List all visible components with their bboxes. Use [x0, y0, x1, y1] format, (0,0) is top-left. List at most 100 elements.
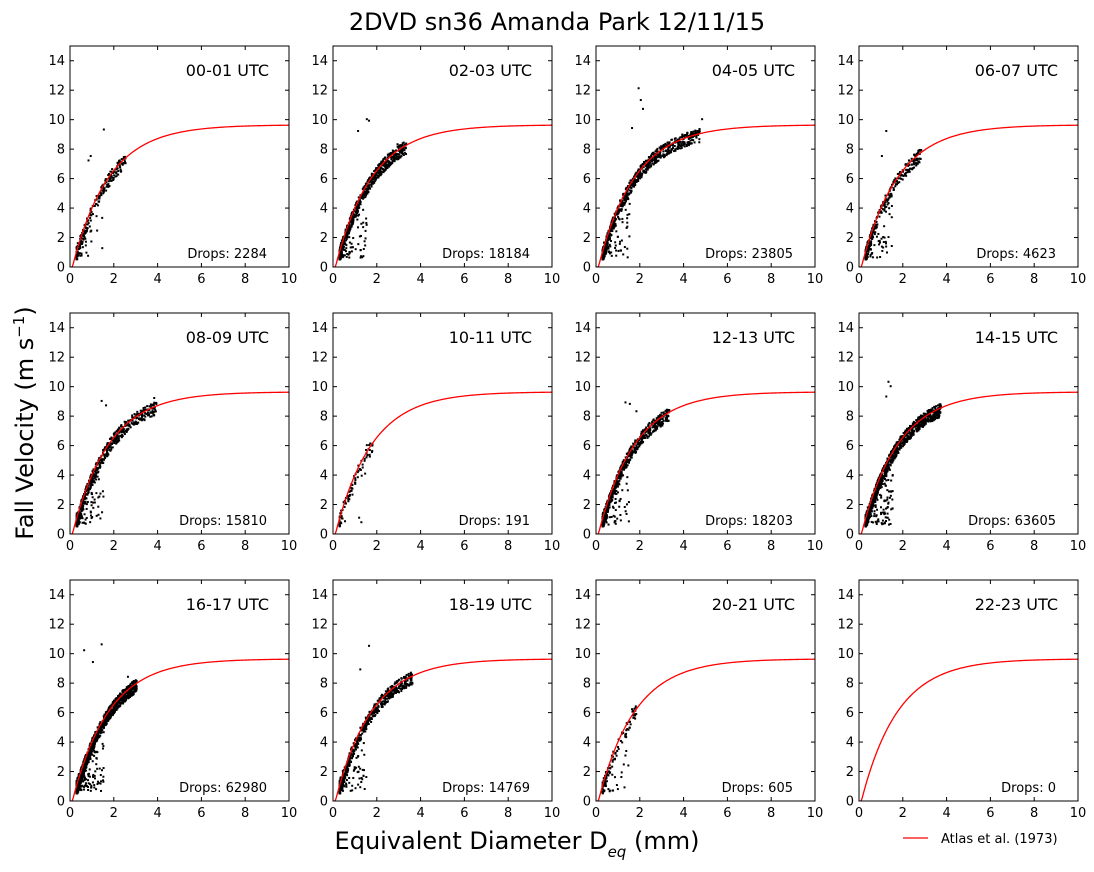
scatter-point: [910, 428, 913, 431]
scatter-point: [133, 421, 136, 424]
scatter-point-outlier: [87, 159, 90, 162]
scatter-point: [675, 147, 678, 150]
y-tick-label: 10: [48, 113, 65, 128]
scatter-point: [403, 148, 406, 151]
scatter-point: [84, 501, 87, 504]
scatter-point: [872, 501, 875, 504]
scatter-point: [149, 415, 152, 418]
scatter-point: [887, 461, 890, 464]
scatter-point: [877, 482, 880, 485]
scatter-point: [359, 234, 362, 237]
scatter-point: [627, 198, 630, 201]
scatter-point: [115, 168, 118, 171]
scatter-point: [609, 500, 612, 503]
scatter-point: [612, 514, 615, 517]
scatter-point: [601, 255, 604, 258]
scatter-point: [875, 487, 878, 490]
scatter-point: [688, 134, 691, 137]
scatter-point: [112, 176, 115, 179]
scatter-point: [696, 130, 699, 133]
scatter-point: [880, 513, 883, 516]
scatter-point: [95, 462, 98, 465]
scatter-point: [875, 521, 878, 524]
scatter-point: [917, 422, 920, 425]
scatter-point: [370, 451, 373, 454]
scatter-point: [608, 238, 611, 241]
scatter-point: [377, 165, 380, 168]
scatter-point: [626, 213, 629, 216]
scatter-point: [342, 236, 345, 239]
scatter-point: [873, 492, 876, 495]
scatter-point: [343, 238, 346, 241]
scatter-point: [906, 432, 909, 435]
scatter-point: [114, 440, 117, 443]
scatter-point: [614, 244, 617, 247]
scatter-point: [84, 240, 87, 243]
scatter-point: [362, 248, 365, 251]
scatter-point: [377, 176, 380, 179]
scatter-point: [874, 225, 877, 228]
scatter-point-outlier: [701, 118, 704, 121]
y-tick-label: 0: [846, 261, 854, 276]
scatter-point: [608, 233, 611, 236]
panel-drops-label: Drops: 4623: [976, 247, 1056, 262]
scatter-point: [662, 153, 665, 156]
scatter-point: [679, 147, 682, 150]
scatter-point: [636, 175, 639, 178]
scatter-point: [885, 466, 888, 469]
scatter-point: [89, 514, 92, 517]
scatter-point: [662, 422, 665, 425]
scatter-point: [660, 423, 663, 426]
scatter-point: [913, 166, 916, 169]
scatter-point: [691, 136, 694, 139]
scatter-point: [613, 520, 616, 523]
scatter-point: [105, 450, 108, 453]
scatter-point: [628, 213, 631, 216]
scatter-point: [626, 194, 629, 197]
scatter-point: [113, 441, 116, 444]
scatter-point: [626, 464, 629, 467]
scatter-point: [626, 189, 629, 192]
scatter-point: [606, 238, 609, 241]
scatter-point: [354, 482, 357, 485]
scatter-point: [612, 492, 615, 495]
scatter-point: [384, 156, 387, 159]
scatter-point: [631, 452, 634, 455]
scatter-point: [122, 431, 125, 434]
scatter-point: [604, 252, 607, 255]
scatter-point: [128, 423, 131, 426]
scatter-point: [866, 521, 869, 524]
scatter-point: [877, 477, 880, 480]
scatter-point: [628, 461, 631, 464]
scatter-point: [659, 154, 662, 157]
scatter-point: [153, 407, 156, 410]
scatter-point: [931, 410, 934, 413]
scatter-point: [613, 225, 616, 228]
scatter-point: [627, 520, 630, 523]
scatter-point: [882, 475, 885, 478]
scatter-point: [382, 160, 385, 163]
scatter-point: [152, 404, 155, 407]
scatter-point: [75, 525, 78, 528]
scatter-point: [651, 162, 654, 165]
scatter-point: [635, 171, 638, 174]
atlas-curve: [859, 124, 1078, 267]
scatter-point: [138, 418, 141, 421]
scatter-point: [871, 500, 874, 503]
scatter-point: [601, 513, 604, 516]
y-tick-label: 12: [837, 351, 854, 366]
scatter-point: [625, 482, 628, 485]
scatter-point: [624, 510, 627, 513]
scatter-point: [606, 508, 609, 511]
scatter-point: [85, 493, 88, 496]
scatter-point: [918, 416, 921, 419]
scatter-point: [85, 490, 88, 493]
scatter-point: [110, 437, 113, 440]
scatter-point: [915, 429, 918, 432]
scatter-point: [881, 473, 884, 476]
scatter-point: [632, 443, 635, 446]
scatter-point: [614, 509, 617, 512]
scatter-point: [351, 217, 354, 220]
scatter-point: [880, 496, 883, 499]
